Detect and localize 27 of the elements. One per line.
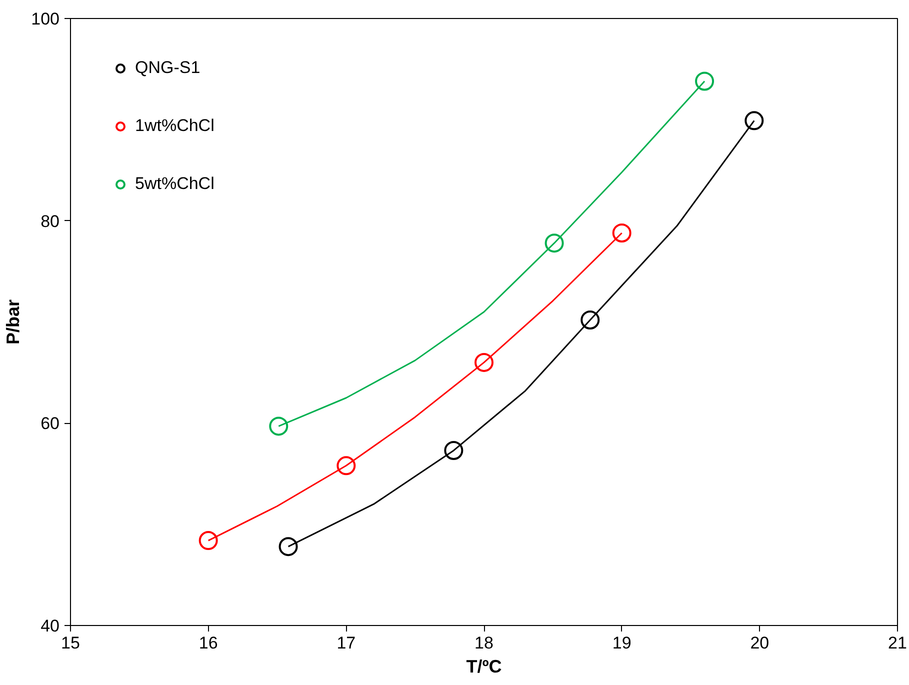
point xyxy=(744,111,764,130)
point xyxy=(269,416,288,436)
x-tick-label: 18 xyxy=(474,634,494,652)
point xyxy=(198,531,218,550)
point xyxy=(336,456,356,476)
y-tick-label: 80 xyxy=(40,212,60,231)
point xyxy=(278,537,298,556)
point xyxy=(580,310,600,330)
legend-label: QNG-S1 xyxy=(135,58,200,78)
x-tick-label: 20 xyxy=(750,634,770,652)
point xyxy=(695,72,714,91)
y-tick-label: 100 xyxy=(31,10,60,28)
legend-label: 1wt%ChCl xyxy=(135,116,214,136)
x-tick-label: 19 xyxy=(612,634,632,652)
x-tick-label: 17 xyxy=(336,634,356,652)
x-tick-label: 16 xyxy=(198,634,218,652)
x-tick-label: 21 xyxy=(888,634,907,652)
point xyxy=(474,352,494,372)
x-axis-title: T/ºC xyxy=(466,656,502,676)
y-tick-label: 60 xyxy=(40,414,60,434)
y-tick-label: 40 xyxy=(40,616,60,636)
point xyxy=(544,234,564,253)
point xyxy=(444,441,464,460)
y-axis-title: P/bar xyxy=(3,299,24,345)
legend-label: 5wt%ChCl xyxy=(135,174,214,194)
x-tick-label: 15 xyxy=(61,634,80,652)
point xyxy=(612,223,632,242)
